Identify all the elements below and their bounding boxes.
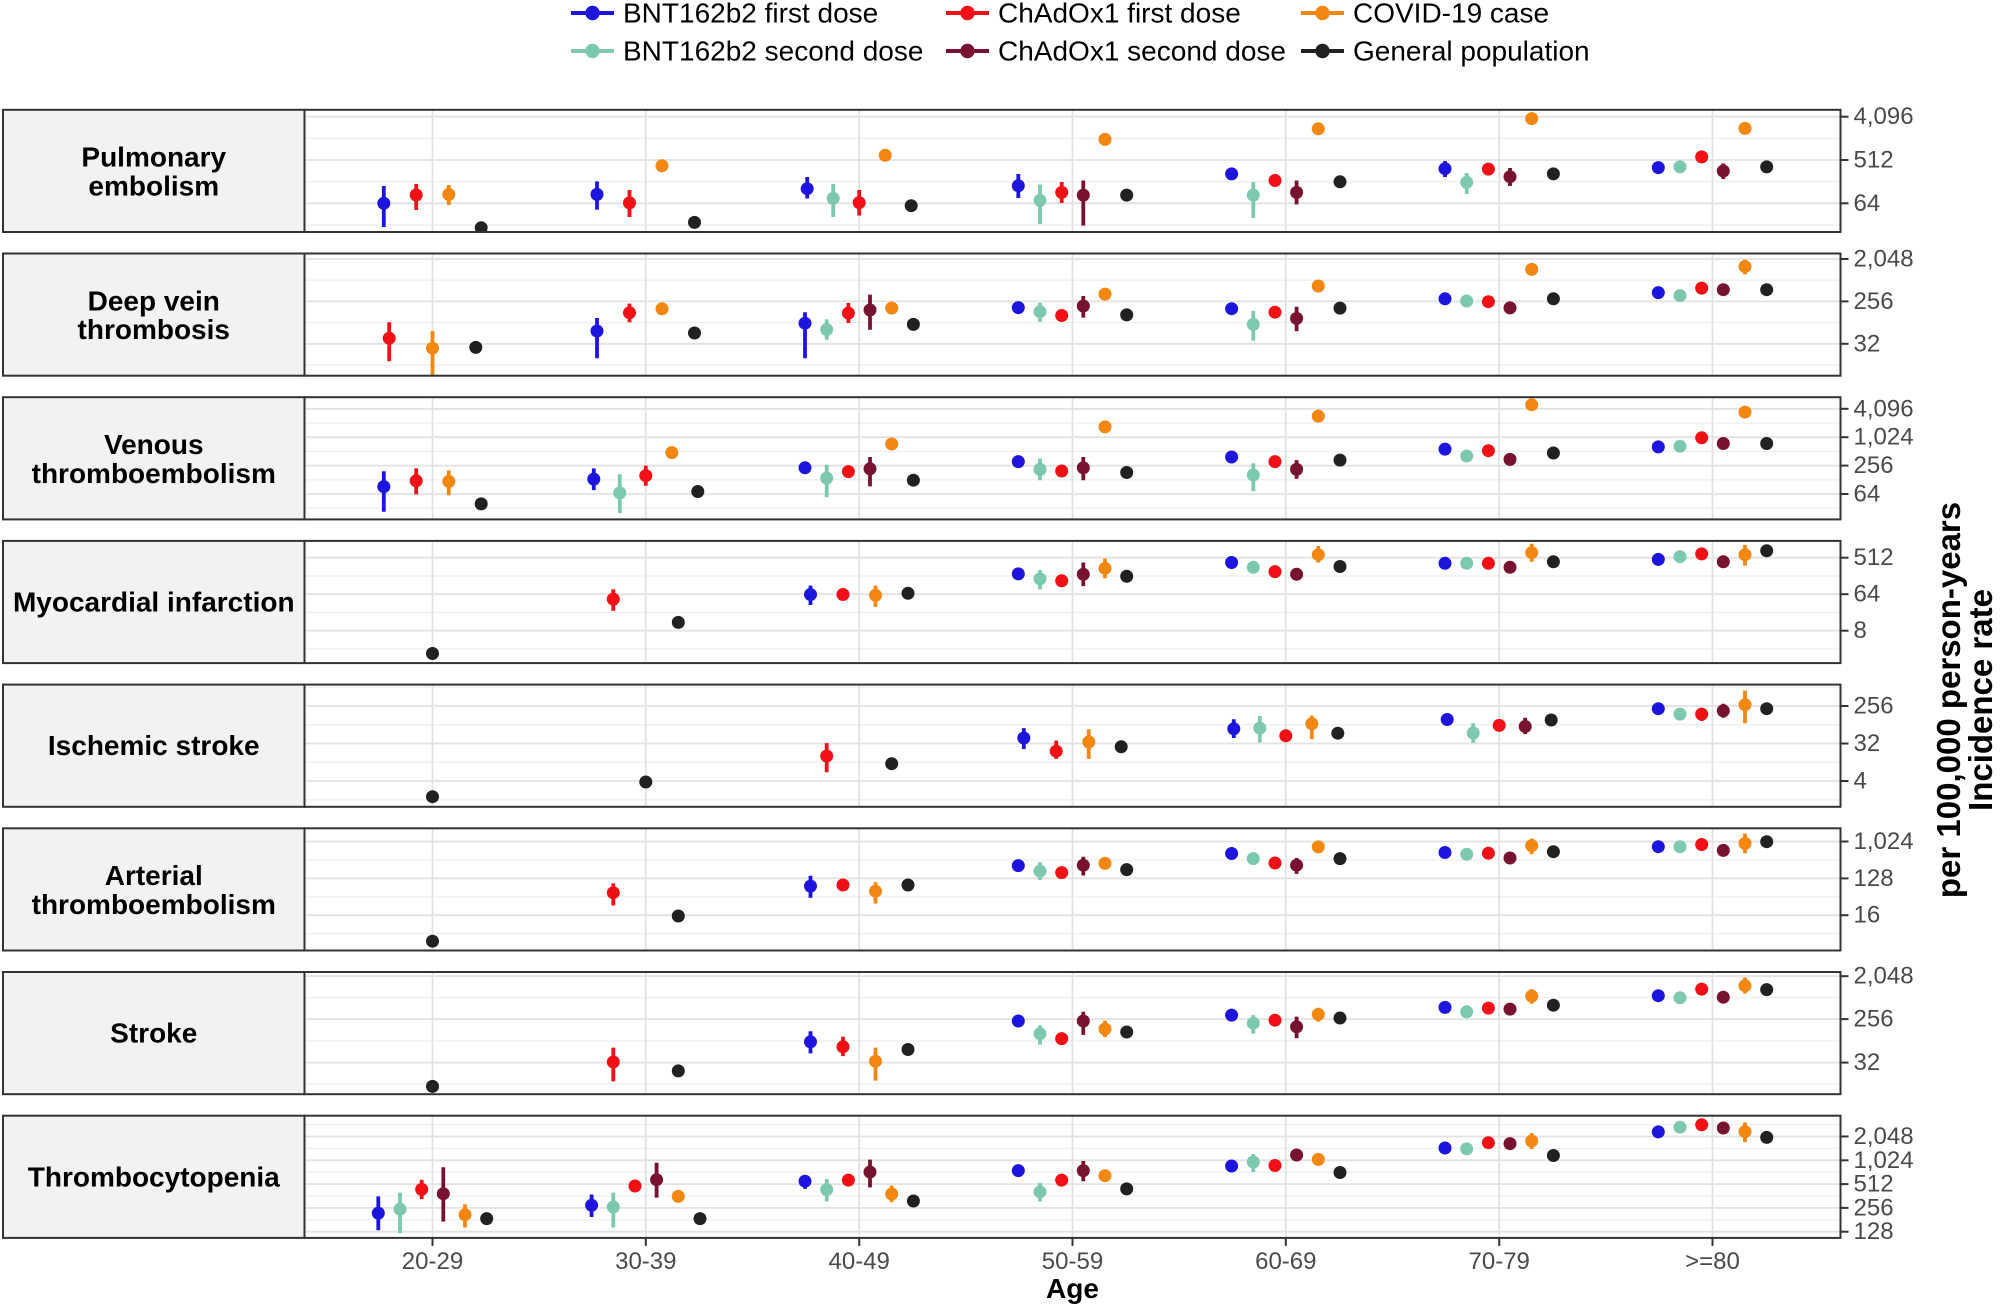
svg-text:32: 32 [1854, 730, 1881, 757]
svg-text:BNT162b2 second dose: BNT162b2 second dose [623, 36, 923, 67]
svg-text:32: 32 [1854, 1049, 1881, 1076]
svg-text:Age: Age [1046, 1273, 1099, 1304]
svg-text:128: 128 [1854, 865, 1894, 892]
svg-text:256: 256 [1854, 1194, 1894, 1221]
svg-text:30-39: 30-39 [615, 1248, 676, 1275]
svg-text:COVID-19 case: COVID-19 case [1353, 0, 1549, 29]
svg-text:256: 256 [1854, 1006, 1894, 1033]
svg-text:thrombosis: thrombosis [78, 314, 230, 345]
svg-text:General population: General population [1353, 36, 1590, 67]
svg-text:ChAdOx1 second dose: ChAdOx1 second dose [998, 36, 1286, 67]
svg-text:Deep vein: Deep vein [88, 285, 220, 316]
svg-text:512: 512 [1854, 147, 1894, 174]
svg-text:per 100,000 person-years: per 100,000 person-years [1930, 502, 1967, 898]
svg-text:Ischemic stroke: Ischemic stroke [48, 730, 260, 761]
svg-text:4,096: 4,096 [1854, 103, 1914, 130]
svg-text:60-69: 60-69 [1255, 1248, 1316, 1275]
svg-text:1,024: 1,024 [1854, 424, 1914, 451]
svg-text:1,024: 1,024 [1854, 1147, 1914, 1174]
svg-text:64: 64 [1854, 581, 1881, 608]
svg-text:embolism: embolism [88, 170, 219, 201]
svg-text:32: 32 [1854, 330, 1881, 357]
svg-text:Incidence rate: Incidence rate [1962, 589, 1999, 811]
svg-text:thromboembolism: thromboembolism [32, 889, 276, 920]
svg-text:16: 16 [1854, 902, 1881, 929]
svg-text:2,048: 2,048 [1854, 246, 1914, 273]
svg-text:Venous: Venous [104, 429, 204, 460]
svg-text:128: 128 [1854, 1218, 1894, 1245]
svg-text:Arterial: Arterial [105, 860, 203, 891]
svg-text:50-59: 50-59 [1042, 1248, 1103, 1275]
svg-text:64: 64 [1854, 190, 1881, 217]
svg-text:256: 256 [1854, 452, 1894, 479]
svg-text:BNT162b2 first dose: BNT162b2 first dose [623, 0, 878, 29]
svg-text:2,048: 2,048 [1854, 963, 1914, 990]
svg-text:40-49: 40-49 [829, 1248, 890, 1275]
svg-text:Stroke: Stroke [110, 1018, 197, 1049]
svg-text:70-79: 70-79 [1469, 1248, 1530, 1275]
svg-text:Myocardial infarction: Myocardial infarction [13, 587, 295, 618]
svg-text:ChAdOx1 first dose: ChAdOx1 first dose [998, 0, 1241, 29]
svg-text:8: 8 [1854, 617, 1867, 644]
svg-text:20-29: 20-29 [402, 1248, 463, 1275]
svg-text:256: 256 [1854, 693, 1894, 720]
svg-text:2,048: 2,048 [1854, 1123, 1914, 1150]
svg-text:thromboembolism: thromboembolism [32, 458, 276, 489]
svg-text:4,096: 4,096 [1854, 395, 1914, 422]
svg-text:>=80: >=80 [1685, 1248, 1740, 1275]
svg-text:64: 64 [1854, 481, 1881, 508]
svg-text:4: 4 [1854, 768, 1867, 795]
svg-text:Thrombocytopenia: Thrombocytopenia [28, 1161, 280, 1192]
svg-text:512: 512 [1854, 544, 1894, 571]
svg-text:1,024: 1,024 [1854, 828, 1914, 855]
svg-text:Pulmonary: Pulmonary [81, 142, 226, 173]
svg-text:512: 512 [1854, 1171, 1894, 1198]
svg-text:256: 256 [1854, 288, 1894, 315]
